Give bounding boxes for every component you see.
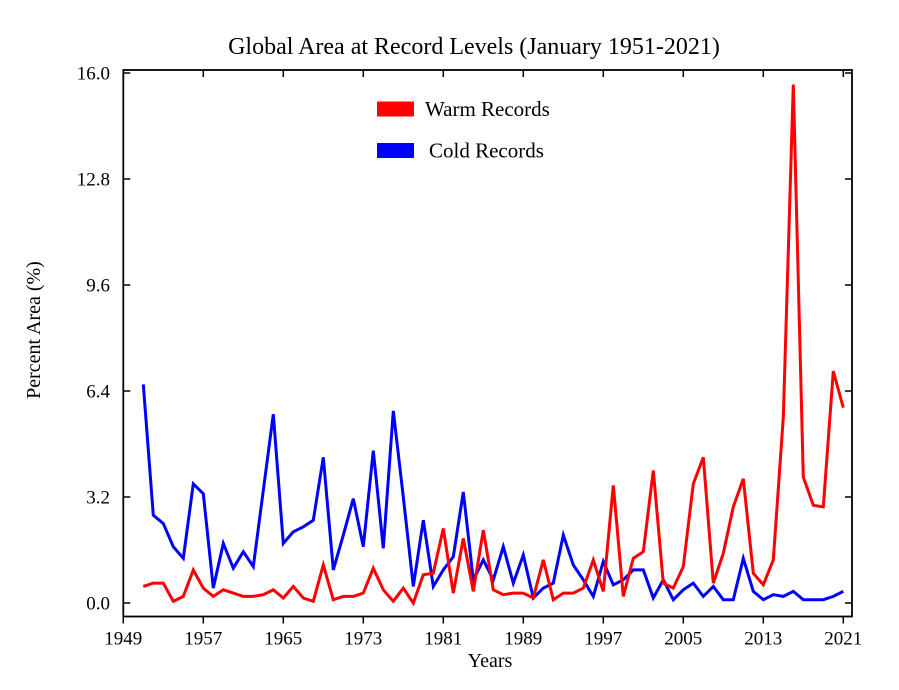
legend-swatch-warm-records xyxy=(377,101,414,117)
legend: Warm Records Cold Records xyxy=(377,97,550,163)
x-tick-label: 1981 xyxy=(424,629,462,650)
legend-swatch-cold-records xyxy=(377,143,414,158)
plot-frame xyxy=(122,69,853,618)
x-tick-label: 2005 xyxy=(664,629,702,650)
x-axis-tick-labels: 1949 1957 1965 1973 1981 1989 1997 2005 2013 2021 xyxy=(104,629,862,650)
chart-title: Global Area at Record Levels (January 19… xyxy=(228,34,720,60)
y-tick-label: 0.0 xyxy=(86,594,110,615)
y-tick-label: 3.2 xyxy=(86,488,110,509)
cold-records-line xyxy=(141,384,844,603)
y-axis-label: Percent Area (%) xyxy=(23,261,45,399)
legend-label-cold-records: Cold Records xyxy=(429,139,544,163)
axis-ticks xyxy=(122,70,852,624)
x-tick-label: 1965 xyxy=(264,629,302,650)
x-axis-label: Years xyxy=(468,650,513,672)
x-tick-label: 2013 xyxy=(744,629,782,650)
x-tick-label: 1949 xyxy=(104,629,142,650)
x-tick-label: 1973 xyxy=(344,629,382,650)
y-tick-label: 16.0 xyxy=(77,64,110,85)
x-tick-label: 1957 xyxy=(184,629,222,650)
x-tick-label: 2021 xyxy=(824,629,862,650)
y-tick-label: 12.8 xyxy=(77,170,110,191)
y-tick-label: 9.6 xyxy=(86,276,110,297)
y-tick-label: 6.4 xyxy=(86,382,110,403)
data-series xyxy=(141,84,845,607)
x-tick-label: 1997 xyxy=(584,629,622,650)
y-axis-tick-labels: 0.0 3.2 6.4 9.6 12.8 16.0 xyxy=(77,64,111,615)
legend-label-warm-records: Warm Records xyxy=(425,97,550,121)
warm-records-line xyxy=(142,84,845,607)
x-tick-label: 1989 xyxy=(504,629,542,650)
